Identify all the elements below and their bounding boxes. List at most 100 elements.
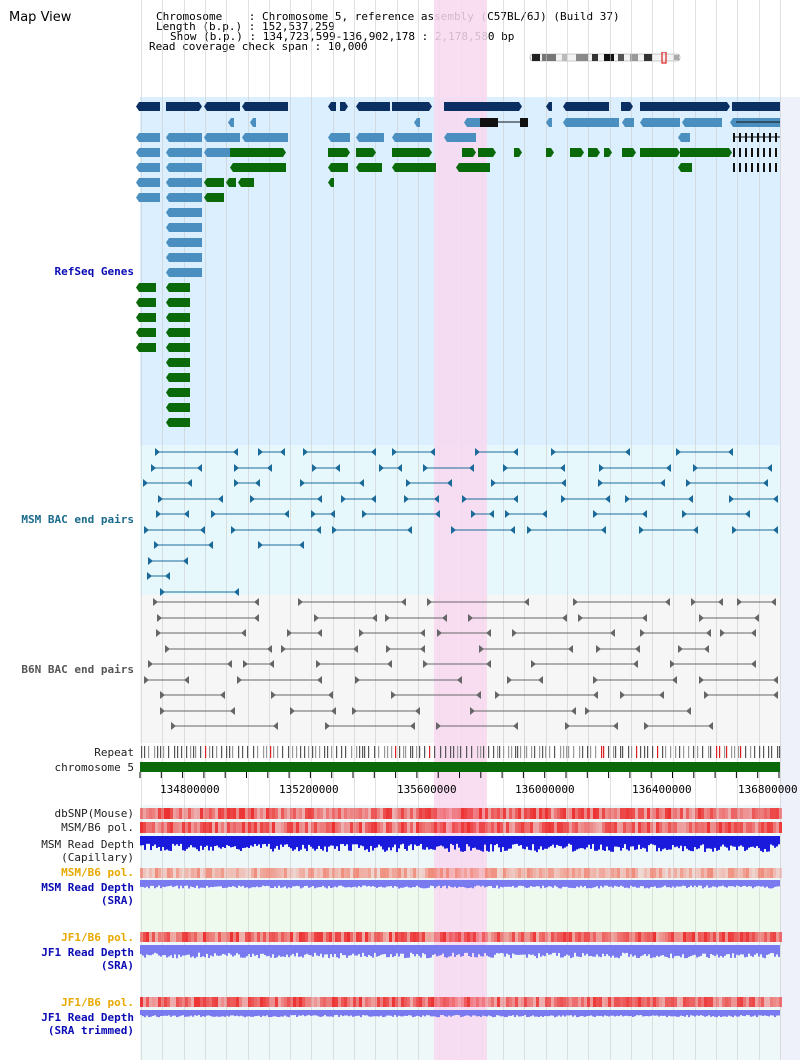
- read-depth-bar[interactable]: [636, 880, 638, 888]
- read-depth-bar[interactable]: [354, 880, 356, 887]
- read-depth-bar[interactable]: [584, 1010, 586, 1017]
- polymorphism-cell[interactable]: [656, 932, 659, 942]
- read-depth-bar[interactable]: [764, 880, 766, 888]
- read-depth-bar[interactable]: [384, 945, 386, 955]
- polymorphism-cell[interactable]: [164, 932, 167, 942]
- b6n-bac-pair-end[interactable]: [415, 707, 420, 715]
- polymorphism-cell[interactable]: [650, 808, 653, 819]
- read-depth-bar[interactable]: [534, 945, 536, 957]
- polymorphism-cell[interactable]: [410, 808, 413, 819]
- read-depth-bar[interactable]: [620, 945, 622, 956]
- read-depth-bar[interactable]: [358, 836, 360, 848]
- read-depth-bar[interactable]: [240, 1010, 242, 1016]
- read-depth-bar[interactable]: [268, 945, 270, 956]
- read-depth-bar[interactable]: [142, 836, 144, 846]
- read-depth-bar[interactable]: [722, 1010, 724, 1017]
- polymorphism-cell[interactable]: [698, 868, 701, 878]
- read-depth-bar[interactable]: [350, 880, 352, 888]
- polymorphism-cell[interactable]: [140, 808, 143, 819]
- read-depth-bar[interactable]: [656, 836, 658, 852]
- polymorphism-cell[interactable]: [506, 932, 509, 942]
- polymorphism-cell[interactable]: [560, 822, 563, 833]
- b6n-bac-pair-end[interactable]: [237, 676, 242, 684]
- polymorphism-cell[interactable]: [467, 997, 470, 1007]
- b6n-bac-pair-end[interactable]: [267, 645, 272, 653]
- b6n-bac-pair-end[interactable]: [437, 629, 442, 637]
- read-depth-bar[interactable]: [184, 1010, 186, 1017]
- polymorphism-cell[interactable]: [251, 868, 254, 878]
- read-depth-bar[interactable]: [412, 836, 414, 850]
- read-depth-bar[interactable]: [290, 945, 292, 956]
- b6n-bac-pair-end[interactable]: [565, 722, 570, 730]
- polymorphism-cell[interactable]: [557, 868, 560, 878]
- repeat-element[interactable]: [779, 746, 781, 758]
- repeat-element[interactable]: [763, 746, 765, 758]
- polymorphism-cell[interactable]: [176, 868, 179, 878]
- polymorphism-cell[interactable]: [659, 932, 662, 942]
- repeat-element[interactable]: [395, 746, 397, 758]
- read-depth-bar[interactable]: [420, 945, 422, 958]
- gene-exon[interactable]: [757, 163, 759, 172]
- read-depth-bar[interactable]: [382, 945, 384, 955]
- read-depth-bar[interactable]: [678, 1010, 680, 1017]
- read-depth-bar[interactable]: [634, 880, 636, 887]
- read-depth-bar[interactable]: [210, 945, 212, 956]
- polymorphism-cell[interactable]: [308, 868, 311, 878]
- read-depth-bar[interactable]: [460, 836, 462, 852]
- read-depth-bar[interactable]: [372, 880, 374, 887]
- read-depth-bar[interactable]: [272, 880, 274, 889]
- read-depth-bar[interactable]: [304, 836, 306, 849]
- polymorphism-cell[interactable]: [197, 822, 200, 833]
- read-depth-bar[interactable]: [420, 836, 422, 844]
- read-depth-bar[interactable]: [576, 1010, 578, 1018]
- polymorphism-cell[interactable]: [602, 997, 605, 1007]
- read-depth-bar[interactable]: [164, 880, 166, 888]
- read-depth-bar[interactable]: [396, 880, 398, 887]
- polymorphism-cell[interactable]: [494, 822, 497, 833]
- read-depth-bar[interactable]: [288, 945, 290, 958]
- polymorphism-cell[interactable]: [710, 868, 713, 878]
- polymorphism-cell[interactable]: [578, 997, 581, 1007]
- read-depth-bar[interactable]: [752, 945, 754, 957]
- read-depth-bar[interactable]: [182, 880, 184, 889]
- polymorphism-cell[interactable]: [398, 808, 401, 819]
- repeat-element[interactable]: [341, 746, 343, 758]
- polymorphism-cell[interactable]: [749, 868, 752, 878]
- b6n-bac-pair-end[interactable]: [290, 707, 295, 715]
- polymorphism-cell[interactable]: [707, 808, 710, 819]
- polymorphism-cell[interactable]: [740, 822, 743, 833]
- read-depth-bar[interactable]: [398, 945, 400, 957]
- polymorphism-cell[interactable]: [317, 808, 320, 819]
- read-depth-bar[interactable]: [178, 836, 180, 846]
- repeat-element[interactable]: [362, 746, 364, 758]
- polymorphism-cell[interactable]: [731, 932, 734, 942]
- polymorphism-cell[interactable]: [668, 932, 671, 942]
- read-depth-bar[interactable]: [280, 880, 282, 888]
- polymorphism-cell[interactable]: [302, 822, 305, 833]
- polymorphism-cell[interactable]: [332, 997, 335, 1007]
- read-depth-bar[interactable]: [256, 1010, 258, 1016]
- polymorphism-cell[interactable]: [224, 868, 227, 878]
- polymorphism-cell[interactable]: [698, 822, 701, 833]
- repeat-element[interactable]: [719, 746, 721, 758]
- polymorphism-cell[interactable]: [536, 997, 539, 1007]
- read-depth-bar[interactable]: [626, 880, 628, 888]
- msm-bac-pair-end[interactable]: [200, 526, 205, 534]
- read-depth-bar[interactable]: [740, 836, 742, 846]
- read-depth-bar[interactable]: [278, 880, 280, 886]
- read-depth-bar[interactable]: [262, 1010, 264, 1016]
- gene-feature[interactable]: [166, 238, 202, 247]
- msm-bac-pair-end[interactable]: [312, 464, 317, 472]
- read-depth-bar[interactable]: [714, 880, 716, 887]
- polymorphism-cell[interactable]: [644, 822, 647, 833]
- polymorphism-cell[interactable]: [737, 997, 740, 1007]
- read-depth-bar[interactable]: [490, 945, 492, 958]
- read-depth-bar[interactable]: [708, 880, 710, 888]
- read-depth-bar[interactable]: [154, 945, 156, 953]
- polymorphism-cell[interactable]: [638, 822, 641, 833]
- read-depth-bar[interactable]: [642, 945, 644, 956]
- repeat-element[interactable]: [148, 746, 150, 758]
- gene-feature[interactable]: [230, 163, 286, 172]
- b6n-bac-pair-end[interactable]: [420, 645, 425, 653]
